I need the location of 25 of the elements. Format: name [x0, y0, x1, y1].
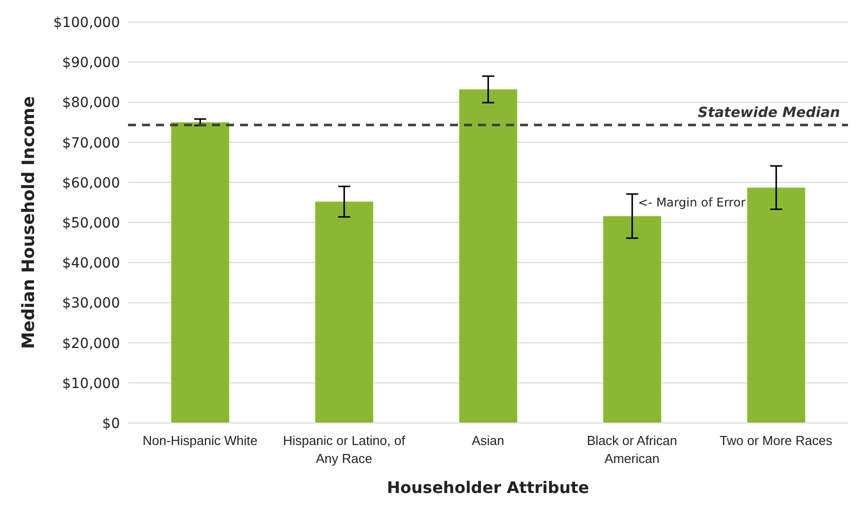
y-tick-label: $90,000 [62, 55, 120, 72]
y-tick-label: $10,000 [62, 376, 120, 392]
y-tick-label: $40,000 [62, 256, 120, 272]
x-tick-label: Two or More Races [720, 433, 833, 448]
x-axis-title: Householder Attribute [386, 478, 590, 497]
x-tick-label: Hispanic or Latino, of Any Race [282, 433, 406, 466]
y-tick-label: $60,000 [62, 175, 120, 192]
y-tick-label: $100,000 [53, 14, 120, 31]
x-tick-label: Asian [472, 433, 504, 448]
x-tick-label: Non-Hispanic White [142, 433, 258, 448]
annotation: <- Margin of Error [638, 196, 746, 210]
bar [603, 216, 662, 423]
bar [315, 202, 374, 423]
y-axis-title: Median Household Income [19, 96, 40, 349]
y-tick-label: $80,000 [62, 95, 120, 112]
bar [747, 188, 806, 423]
y-tick-label: $50,000 [62, 215, 120, 232]
bar [171, 122, 230, 423]
y-tick-label: $20,000 [62, 336, 120, 352]
y-tick-label: $70,000 [62, 135, 120, 152]
y-tick-label: $30,000 [62, 296, 120, 312]
y-tick-label: $0 [102, 416, 120, 432]
x-tick-label: Black or African American [586, 433, 678, 466]
ref-line-label: Statewide Median [698, 105, 840, 122]
bar [459, 89, 518, 423]
